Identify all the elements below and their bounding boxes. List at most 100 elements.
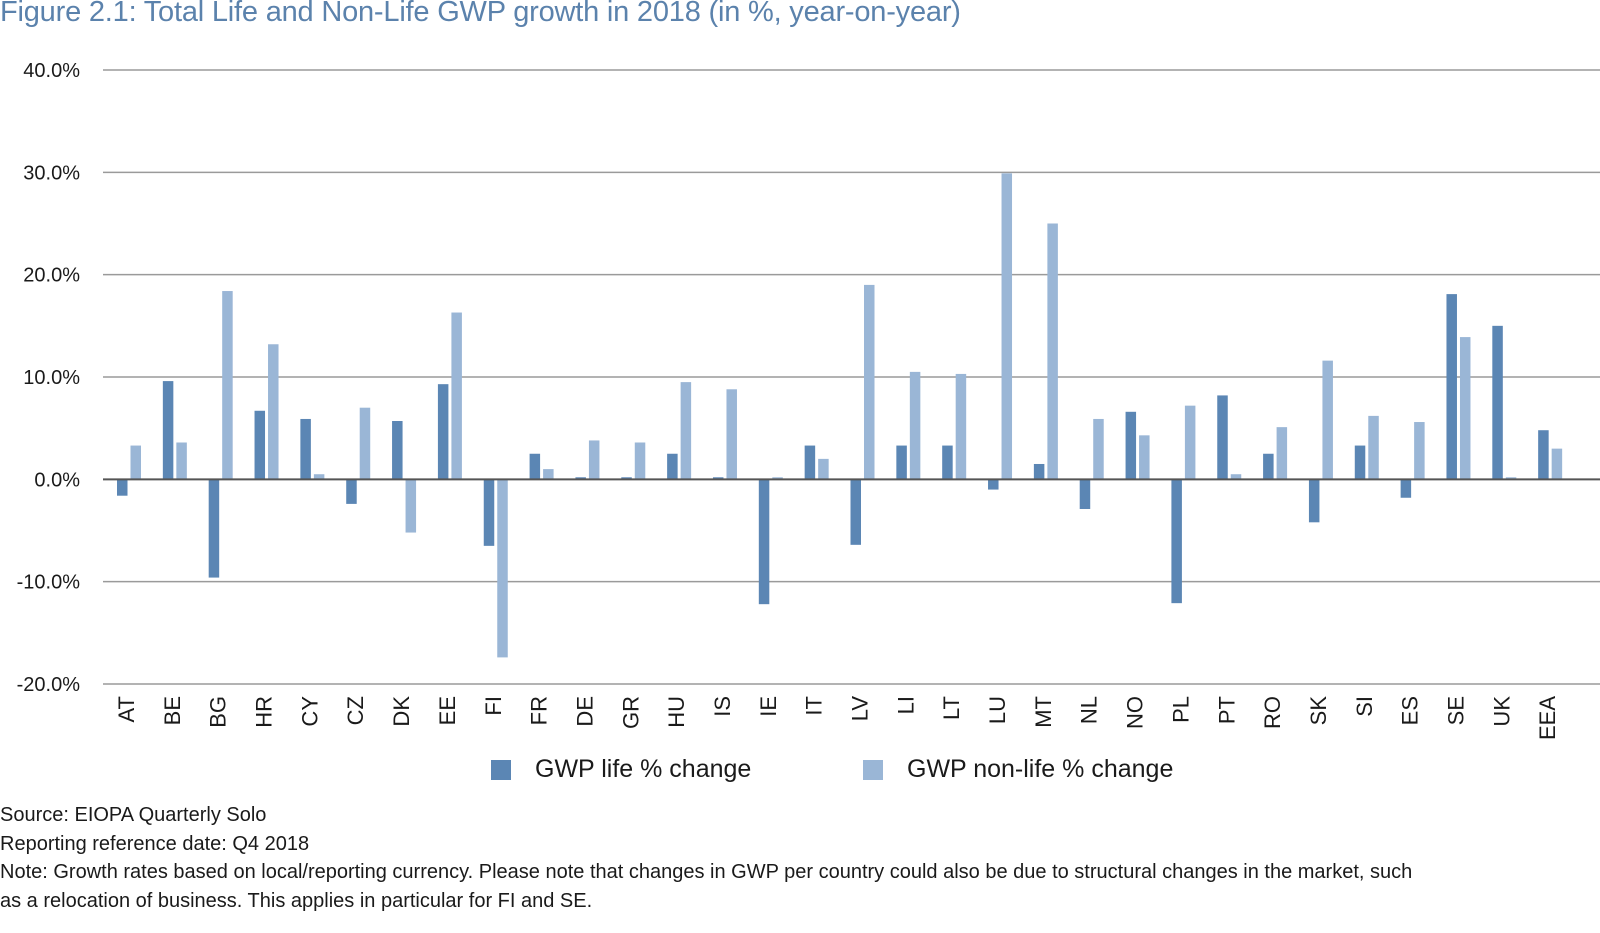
x-tick-label: PL <box>1168 696 1193 723</box>
bar-nonlife-li <box>909 371 921 480</box>
bar-nonlife-cy <box>313 474 325 480</box>
bar-life-no <box>1125 411 1137 480</box>
bar-nonlife-gr <box>634 442 646 480</box>
legend-swatch-nonlife <box>863 759 883 780</box>
bar-life-lu <box>988 479 999 490</box>
x-tick-label: PT <box>1214 696 1239 724</box>
x-axis-ticks: AT BE BG HR CY CZ DK EE FI FR DE GR HU IS IE IT LV LI LT LU… <box>114 696 1560 740</box>
x-tick-label: LT <box>939 696 964 720</box>
legend-swatch-life <box>491 759 511 780</box>
x-tick-label: LI <box>893 696 918 714</box>
y-tick-label: -20.0% <box>17 674 81 696</box>
x-tick-label: UK <box>1489 696 1514 727</box>
legend: GWP life % change GWP non-life % change <box>0 755 1600 791</box>
x-tick-label: NO <box>1123 696 1148 729</box>
legend-label-life: GWP life % change <box>535 755 752 783</box>
bar-life-is <box>712 477 724 480</box>
bar-nonlife-bg <box>222 291 233 480</box>
x-tick-label: MT <box>1031 696 1056 728</box>
x-tick-label: EEA <box>1535 696 1560 740</box>
bar-nonlife-hu <box>680 382 692 480</box>
legend-label-nonlife: GWP non-life % change <box>907 755 1174 783</box>
bar-nonlife-lv <box>864 284 875 480</box>
bar-life-fr <box>529 453 541 480</box>
bar-nonlife-lu <box>1001 173 1013 480</box>
bar-life-se <box>1446 294 1457 480</box>
bar-life-si <box>1354 445 1366 480</box>
bar-life-ro <box>1263 453 1274 480</box>
x-tick-label: GR <box>618 696 643 729</box>
x-tick-label: SE <box>1443 696 1468 725</box>
bar-life-eea <box>1538 430 1549 480</box>
bar-nonlife-nl <box>1093 418 1104 480</box>
bar-life-uk <box>1492 325 1503 480</box>
x-tick-label: LV <box>848 696 873 722</box>
footnotes: Source: EIOPA Quarterly Solo Reporting r… <box>0 801 1600 915</box>
bar-life-fi <box>483 479 495 546</box>
x-tick-label: ES <box>1398 696 1423 725</box>
y-axis-ticks: 40.0% 30.0% 20.0% 10.0% 0.0% -10.0% -20.0% <box>17 60 81 696</box>
bar-life-at <box>117 479 128 496</box>
y-tick-label: 0.0% <box>34 469 80 491</box>
bar-life-mt <box>1033 463 1045 480</box>
bar-life-sk <box>1308 479 1320 523</box>
bar-life-cz <box>346 479 357 504</box>
bar-nonlife-fr <box>543 469 554 480</box>
x-tick-label: RO <box>1260 696 1285 729</box>
bar-nonlife-is <box>726 389 737 480</box>
bar-life-li <box>896 445 907 480</box>
x-tick-label: NL <box>1077 696 1102 724</box>
bar-nonlife-pl <box>1184 405 1196 480</box>
x-tick-label: LU <box>985 696 1010 724</box>
bars <box>117 173 1563 658</box>
bar-life-ee <box>437 384 449 480</box>
x-tick-label: SK <box>1306 696 1331 726</box>
y-tick-label: 20.0% <box>23 265 80 287</box>
y-tick-label: 30.0% <box>23 162 80 184</box>
bar-nonlife-ee <box>451 312 462 480</box>
chart-title: Figure 2.1: Total Life and Non-Life GWP … <box>0 0 961 28</box>
legend-item-life: GWP life % change <box>491 755 751 784</box>
x-tick-label: SI <box>1352 696 1377 717</box>
x-tick-label: HU <box>664 696 689 728</box>
bar-life-de <box>575 477 586 480</box>
bar-nonlife-se <box>1459 337 1471 480</box>
bar-nonlife-eea <box>1551 448 1563 480</box>
source-note: Source: EIOPA Quarterly Solo <box>0 804 267 826</box>
reference-date-note: Reporting reference date: Q4 2018 <box>0 832 310 855</box>
bar-nonlife-de <box>588 440 600 480</box>
x-tick-label: EE <box>435 696 460 725</box>
x-tick-label: HR <box>252 696 277 728</box>
bar-life-bg <box>208 479 220 578</box>
bar-life-dk <box>392 421 403 480</box>
x-tick-label: IS <box>710 696 735 717</box>
bar-nonlife-fi <box>497 479 508 658</box>
bar-nonlife-mt <box>1047 223 1058 480</box>
bar-life-lt <box>942 445 953 480</box>
bar-nonlife-es <box>1414 422 1425 480</box>
bar-life-pl <box>1171 479 1182 604</box>
bar-life-es <box>1400 479 1412 498</box>
bar-life-ie <box>758 479 770 605</box>
x-tick-label: DK <box>389 696 414 727</box>
bar-life-gr <box>621 477 632 480</box>
note-line-1: Note: Growth rates based on local/report… <box>0 861 1413 883</box>
y-tick-label: 10.0% <box>23 367 80 389</box>
x-tick-label: AT <box>114 696 139 722</box>
bar-nonlife-be <box>176 442 187 480</box>
x-tick-label: CY <box>297 696 322 727</box>
y-tick-label: -10.0% <box>17 572 81 594</box>
bar-life-hu <box>667 453 678 480</box>
x-tick-label: CZ <box>343 696 368 725</box>
bar-nonlife-pt <box>1230 474 1242 480</box>
x-tick-label: IT <box>802 696 827 716</box>
bar-nonlife-no <box>1139 435 1150 480</box>
x-tick-label: BG <box>206 696 231 728</box>
x-tick-label: IE <box>756 696 781 717</box>
x-tick-label: FI <box>481 696 506 716</box>
bar-nonlife-ro <box>1276 427 1288 480</box>
bar-nonlife-ie <box>772 477 783 480</box>
bar-nonlife-dk <box>405 479 417 533</box>
bar-nonlife-it <box>818 458 829 480</box>
bar-life-nl <box>1079 479 1091 510</box>
